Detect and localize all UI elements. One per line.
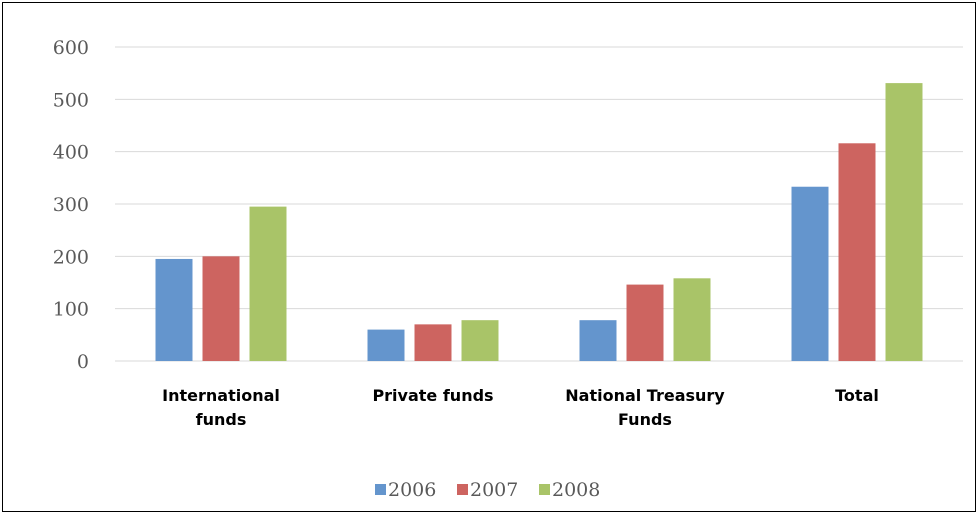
y-axis-ticks: 0 100 200 300 400 500 600: [53, 37, 89, 373]
bar-2006-2: [579, 320, 617, 361]
bar-2008-0: [249, 206, 287, 361]
legend-label-2006: 2006: [388, 479, 436, 501]
legend-label-2007: 2007: [470, 479, 518, 501]
y-tick-label: 100: [53, 299, 89, 321]
bars: [155, 83, 923, 362]
y-tick-label: 200: [53, 246, 89, 268]
legend-label-2008: 2008: [552, 479, 600, 501]
bar-2007-1: [414, 324, 452, 361]
category-label: Total: [835, 386, 879, 405]
legend-swatch-2006: [375, 484, 386, 495]
bar-2007-0: [202, 256, 240, 361]
y-tick-label: 600: [53, 37, 89, 59]
gridlines: [115, 46, 963, 362]
y-tick-label: 300: [53, 194, 89, 216]
bar-2007-3: [838, 143, 876, 361]
category-labels: International funds Private funds National …: [162, 386, 879, 429]
legend: 2006 2007 2008: [375, 479, 600, 501]
category-label: Funds: [618, 410, 672, 429]
bar-2006-1: [367, 329, 405, 361]
bar-2006-3: [791, 186, 829, 361]
category-label: Private funds: [372, 386, 493, 405]
bar-2008-2: [673, 278, 711, 361]
category-label: National Treasury: [565, 386, 725, 405]
y-tick-label: 0: [77, 351, 89, 373]
bar-2007-2: [626, 284, 664, 361]
y-tick-label: 400: [53, 142, 89, 164]
y-tick-label: 500: [53, 89, 89, 111]
legend-swatch-2007: [457, 484, 468, 495]
category-label: International: [162, 386, 280, 405]
category-label: funds: [196, 410, 247, 429]
bar-chart: 0 100 200 300 400 500 600 International funds Pr…: [53, 37, 963, 501]
bar-2008-3: [885, 83, 923, 362]
bar-2008-1: [461, 320, 499, 361]
bar-2006-0: [155, 258, 193, 361]
legend-swatch-2008: [539, 484, 550, 495]
